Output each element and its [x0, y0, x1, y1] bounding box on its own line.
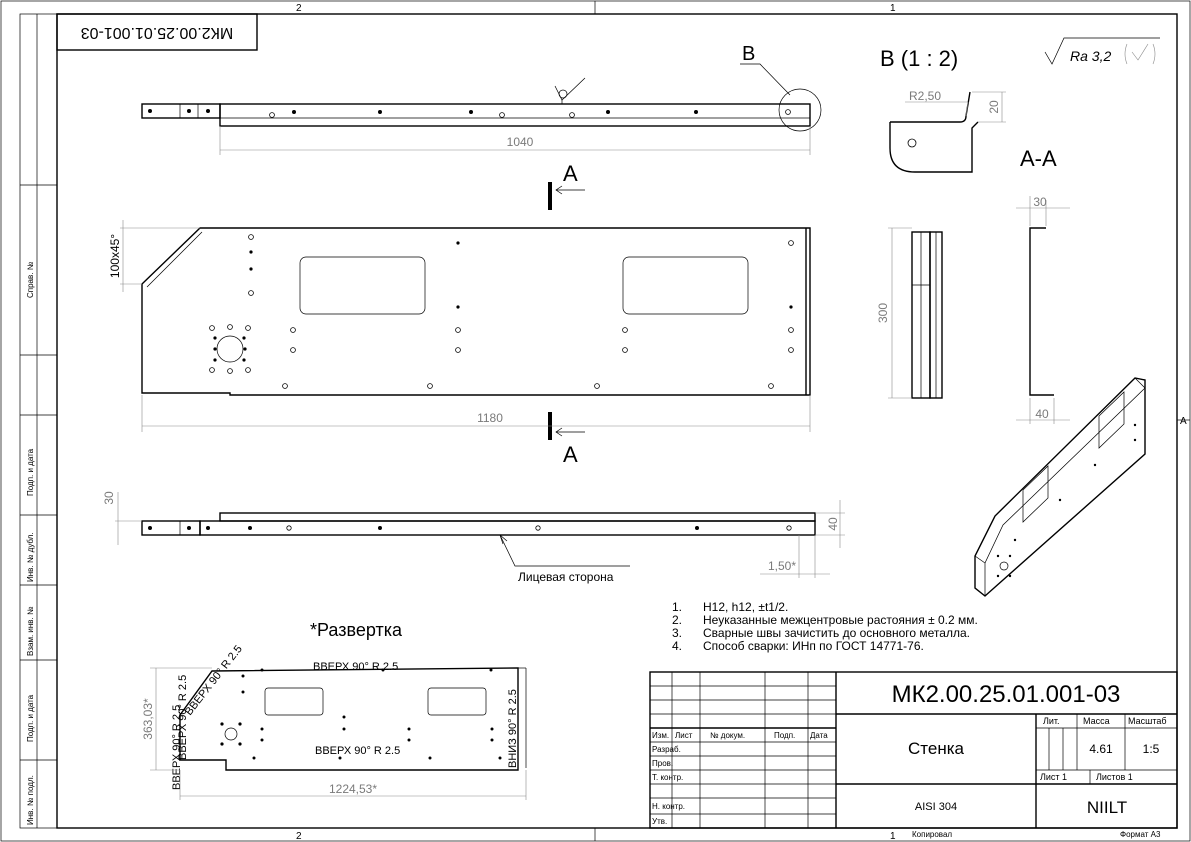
title-designation: МК2.00.25.01.001-03	[892, 681, 1121, 708]
flat-title: *Развертка	[310, 620, 403, 640]
flat-pattern: *Развертка ВВЕРХ 90° R 2.5 ВВЕРХ 90° R 2…	[141, 620, 527, 800]
copied-label: Копировал	[912, 830, 952, 839]
bottom-view: 30 40 1,50* Лицевая сторона	[102, 491, 845, 584]
rotated-code: МК2.00.25.01.001-03	[81, 24, 234, 41]
row-tech-control: Т. контр.	[652, 773, 683, 782]
note-num-4: 4.	[672, 639, 682, 653]
side-label-replace: Взам. инв. №	[26, 606, 35, 656]
note-num-2: 2.	[672, 613, 682, 627]
col-scale: Масштаб	[1128, 716, 1167, 726]
hdr-sign: Подп.	[774, 731, 795, 740]
dim-flange-bottom: 40	[1035, 407, 1049, 421]
roughness-value: Ra 3,2	[1070, 48, 1111, 64]
side-label-ref: Справ. №	[26, 261, 35, 298]
cut-markers: A A	[548, 161, 585, 467]
zone-top-right: 1	[890, 3, 896, 14]
dim-top-length: 1040	[507, 135, 534, 149]
side-label-orig: Инв. № подл.	[26, 775, 35, 825]
dim-flat-length: 1224,53*	[329, 782, 377, 796]
isometric-view	[974, 377, 1146, 597]
bend-middle: ВВЕРХ 90° R 2.5	[315, 745, 400, 757]
note-text-1: H12, h12, ±t1/2.	[703, 600, 788, 614]
hdr-doc: № докум.	[710, 731, 745, 740]
rotated-code-box: МК2.00.25.01.001-03	[56, 13, 258, 51]
bend-right: ВНИЗ 90° R 2.5	[507, 689, 519, 768]
technical-notes: 1. H12, h12, ±t1/2. 2. Неуказанные межце…	[672, 600, 978, 653]
sheet-number: Лист 1	[1040, 772, 1067, 782]
row-developer: Разраб.	[652, 745, 681, 754]
side-strip: Справ. № Подп. и дата Инв. № дубл. Взам.…	[19, 13, 58, 829]
detail-marker: B	[742, 43, 755, 65]
note-num-3: 3.	[672, 626, 682, 640]
side-view: 300	[876, 227, 943, 399]
row-checker: Пров.	[652, 759, 673, 768]
zone-right: A	[1180, 416, 1187, 427]
section-view: A-A 30 40	[1016, 146, 1070, 424]
note-num-1: 1.	[672, 600, 682, 614]
dim-main-length: 1180	[477, 411, 503, 425]
hdr-izm: Изм.	[652, 731, 669, 740]
dim-detail-radius: R2,50	[909, 89, 941, 103]
side-label-dup: Инв. № дубл.	[26, 532, 35, 582]
row-norm-control: Н. контр.	[652, 802, 685, 811]
front-view: 100x45° 1180	[108, 220, 811, 432]
title-part-name: Стенка	[908, 739, 965, 758]
side-label-sign-2: Подп. и дата	[26, 694, 35, 742]
sheet-count: Листов 1	[1096, 772, 1133, 782]
top-view: B 1040	[141, 43, 822, 155]
dim-chamfer: 100x45°	[108, 234, 122, 278]
dim-flange-top: 30	[1033, 195, 1047, 209]
bend-top: ВВЕРХ 90° R 2.5	[313, 661, 398, 673]
col-lit: Лит.	[1043, 716, 1060, 726]
hdr-date: Дата	[810, 731, 828, 740]
cut-marker-top: A	[563, 161, 578, 186]
dim-flat-height: 363,03*	[141, 698, 155, 740]
section-title: A-A	[1020, 146, 1057, 171]
bend-left-b: ВВЕРХ 90° R 2.5	[171, 705, 183, 790]
dim-thickness: 1,50*	[768, 559, 796, 573]
zone-bottom-right: 1	[890, 831, 896, 842]
title-block: МК2.00.25.01.001-03 Стенка AISI 304 NIIL…	[649, 671, 1178, 829]
hdr-list: Лист	[675, 731, 693, 740]
bend-left-a: ВВЕРХ 90° R 2.5	[177, 675, 189, 760]
bend-diag: ВВЕРХ 90° R 2.5	[183, 643, 245, 718]
front-face-label: Лицевая сторона	[518, 570, 614, 584]
format-label: Формат А3	[1120, 830, 1161, 839]
roughness-mark: Ra 3,2	[1044, 37, 1160, 65]
note-text-2: Неуказанные межцентровые растояния ± 0.2…	[703, 613, 978, 627]
zone-bottom-left: 2	[296, 831, 302, 842]
scale-value: 1:5	[1143, 742, 1160, 756]
zone-top-left: 2	[296, 3, 302, 14]
detail-title: B (1 : 2)	[880, 46, 958, 71]
row-approver: Утв.	[652, 817, 667, 826]
col-mass: Масса	[1083, 716, 1110, 726]
mass-value: 4.61	[1089, 742, 1113, 756]
cut-marker-bottom: A	[563, 442, 578, 467]
dim-bottom-left: 30	[102, 491, 116, 505]
side-label-sign-1: Подп. и дата	[26, 448, 35, 496]
note-text-4: Способ сварки: ИНп по ГОСТ 14771-76.	[703, 639, 924, 653]
note-text-3: Сварные швы зачистить до основного метал…	[703, 626, 970, 640]
detail-view: B (1 : 2) R2,50 20	[880, 46, 1006, 173]
dim-detail-height: 20	[987, 100, 1001, 114]
title-material: AISI 304	[915, 801, 957, 813]
dim-height: 300	[876, 303, 890, 323]
title-company: NIILT	[1087, 798, 1127, 817]
dim-bottom-right: 40	[826, 517, 840, 531]
